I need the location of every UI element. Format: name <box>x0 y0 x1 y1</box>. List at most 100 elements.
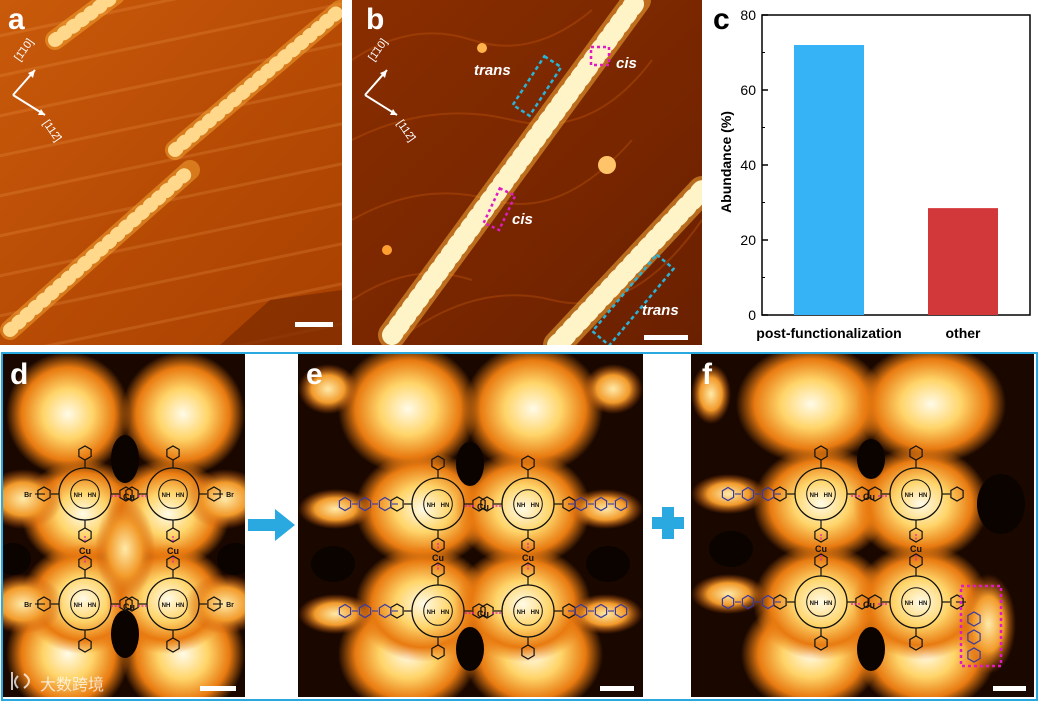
stm-image-a <box>0 0 342 345</box>
ring-icon <box>721 486 735 502</box>
ring-icon <box>125 486 139 502</box>
porphyrin-inner-icon <box>806 587 836 617</box>
porphyrin-inner-icon <box>513 489 543 519</box>
plus-icon <box>652 507 684 539</box>
panel-d <box>3 354 245 697</box>
bottom-figure-frame <box>1 352 1038 701</box>
ring-icon <box>480 496 494 512</box>
stm-image-e <box>298 354 643 697</box>
br-label: Br <box>24 602 32 609</box>
hn-label: HN <box>441 610 450 616</box>
annotation-trans-bottom: trans <box>642 302 679 319</box>
cu-label: Cu <box>477 609 489 619</box>
ring-icon <box>594 496 608 512</box>
ring-icon <box>909 445 923 461</box>
nh-label: NH <box>74 493 83 499</box>
watermark-text: 大数跨境 <box>40 675 105 694</box>
ring-icon <box>574 496 588 512</box>
abundance-bar-chart: 0 20 40 60 80 post-functionalization other Abun… <box>718 7 1031 341</box>
porphyrin-core-icon <box>889 467 943 521</box>
ring-icon <box>967 611 981 627</box>
scale-bar-d <box>200 686 236 691</box>
ring-icon <box>472 496 486 512</box>
panel-a: a [1̄10] [112̄] <box>0 0 342 345</box>
porphyrin-core-icon <box>501 584 555 638</box>
porphyrin-core-icon <box>411 477 465 531</box>
porphyrin-core-icon <box>501 477 555 531</box>
ring-icon <box>78 445 92 461</box>
ring-icon <box>358 603 372 619</box>
br-label: Br <box>24 492 32 499</box>
molecule-overlay-e: NH HN NH HN NH HN NH HN Cu Cu Cu Cu <box>338 455 628 660</box>
porphyrin-inner-icon <box>158 589 188 619</box>
ring-icon <box>338 603 352 619</box>
bar-other <box>928 208 998 315</box>
ring-icon <box>814 553 828 569</box>
bar-post-functionalization <box>794 45 864 315</box>
watermark-logo-icon <box>11 672 30 690</box>
molecule-overlay-f: NH HN NH HN NH HN NH HN Cu Cu Cu Cu <box>721 445 1003 668</box>
nh-label: NH <box>162 493 171 499</box>
crystal-axes-a <box>12 69 46 116</box>
ring-icon <box>967 647 981 663</box>
ring-icon <box>119 596 133 612</box>
panel-e <box>298 354 643 697</box>
ring-icon <box>521 644 535 660</box>
porphyrin-inner-icon <box>158 479 188 509</box>
panel-label-d: d <box>10 358 29 391</box>
ring-icon <box>472 603 486 619</box>
panel-c: c 0 20 40 60 80 post-functionalization other Ab… <box>705 0 1039 345</box>
cu-label: Cu <box>522 553 534 563</box>
porphyrin-inner-icon <box>901 587 931 617</box>
annotation-cis-mid: cis <box>512 211 533 228</box>
nh-label: NH <box>427 610 436 616</box>
x-category-label: post-functionalization <box>756 325 901 341</box>
cu-label: Cu <box>863 492 875 502</box>
ring-icon <box>909 635 923 651</box>
ring-icon <box>814 635 828 651</box>
ring-icon <box>761 594 775 610</box>
cu-label: Cu <box>79 546 91 556</box>
porphyrin-core-icon <box>411 584 465 638</box>
ring-icon <box>614 603 628 619</box>
ring-icon <box>855 594 869 610</box>
ring-icon <box>909 553 923 569</box>
nh-label: NH <box>810 493 819 499</box>
ring-icon <box>431 644 445 660</box>
ring-icon <box>431 562 445 578</box>
arrow-right-icon <box>248 509 295 541</box>
porphyrin-core-icon <box>146 577 200 631</box>
ring-icon <box>431 537 445 553</box>
hn-label: HN <box>88 493 97 499</box>
porphyrin-inner-icon <box>70 589 100 619</box>
ring-icon <box>431 455 445 471</box>
scale-bar-f <box>993 686 1026 691</box>
y-tick-label: 60 <box>740 82 756 98</box>
porphyrin-core-icon <box>146 467 200 521</box>
hn-label: HN <box>919 601 928 607</box>
cu-label: Cu <box>863 600 875 610</box>
hn-label: HN <box>824 601 833 607</box>
ring-icon <box>721 594 735 610</box>
ring-icon <box>338 496 352 512</box>
nh-label: NH <box>162 603 171 609</box>
hn-label: HN <box>919 493 928 499</box>
panel-label-c: c <box>713 3 730 36</box>
ring-icon <box>166 637 180 653</box>
nh-label: NH <box>905 601 914 607</box>
ring-icon <box>814 527 828 543</box>
panel-b: b [1̄10] [112̄] trans cis cis trans <box>352 0 702 345</box>
nh-label: NH <box>517 610 526 616</box>
ring-icon <box>207 486 221 502</box>
crystal-axes-b <box>364 69 398 116</box>
hn-label: HN <box>88 603 97 609</box>
ring-icon <box>909 527 923 543</box>
porphyrin-inner-icon <box>901 479 931 509</box>
porphyrin-core-icon <box>58 577 112 631</box>
highlight-box <box>959 584 1003 668</box>
porphyrin-inner-icon <box>423 489 453 519</box>
annotation-trans-top: trans <box>474 62 511 79</box>
y-tick-label: 80 <box>740 7 756 23</box>
panel-label-a: a <box>8 3 25 36</box>
nh-label: NH <box>517 503 526 509</box>
